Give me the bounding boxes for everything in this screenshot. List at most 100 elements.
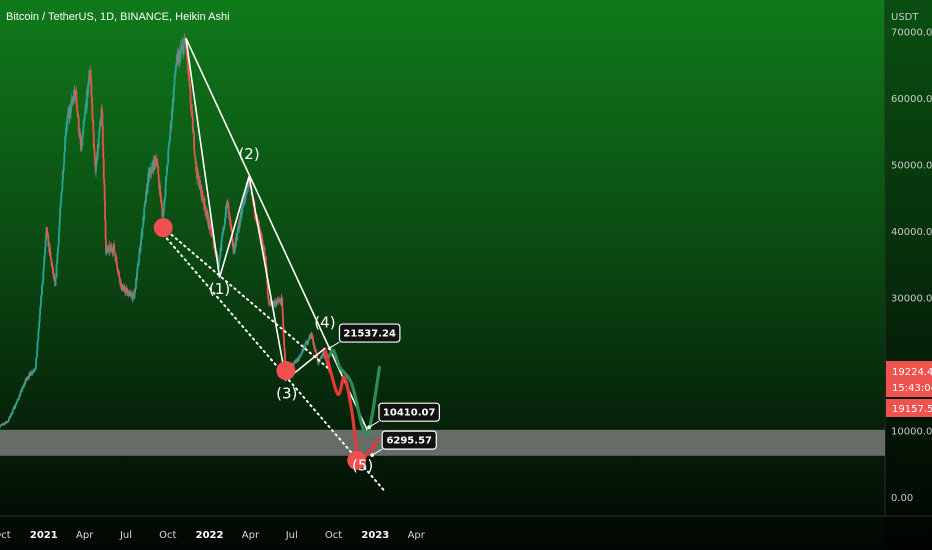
candle: [103, 178, 106, 185]
candle: [44, 247, 47, 255]
support-zone[interactable]: [0, 429, 885, 456]
last-price-tag[interactable]: [886, 361, 932, 397]
candle: [221, 233, 224, 235]
price-axis-panel: [885, 0, 932, 550]
wave-zigzag[interactable]: [185, 38, 326, 382]
candle: [282, 325, 285, 339]
candle: [34, 369, 37, 371]
pivot-5[interactable]: [347, 450, 367, 470]
candle: [23, 383, 26, 386]
candle: [21, 387, 24, 390]
candle: [15, 402, 18, 404]
candle: [104, 220, 107, 240]
candle: [91, 96, 93, 104]
candle: [188, 80, 191, 85]
callout-box[interactable]: [338, 323, 401, 343]
candle: [106, 247, 109, 250]
candle: [2, 424, 5, 425]
candle: [131, 293, 134, 300]
x-tick-label: Apr: [76, 530, 94, 541]
candle: [196, 169, 199, 176]
candle: [224, 217, 227, 219]
candle: [283, 346, 286, 352]
candle: [169, 133, 171, 141]
candle: [220, 237, 223, 241]
wave-label: (1): [209, 280, 230, 298]
candle: [124, 289, 127, 293]
last-price: 19224.41: [892, 367, 932, 378]
candle: [41, 284, 44, 287]
candle: [244, 189, 247, 200]
candle: [213, 246, 216, 248]
pivot-start[interactable]: [153, 218, 173, 238]
candle: [8, 416, 11, 419]
candle: [63, 150, 66, 153]
candle: [76, 111, 79, 113]
candle: [279, 300, 282, 303]
candle: [9, 415, 12, 417]
candle: [46, 227, 48, 235]
red-path[interactable]: [323, 349, 379, 460]
lower-dotted-channel[interactable]: [162, 233, 385, 492]
candle: [17, 399, 20, 401]
candle: [58, 218, 61, 227]
candle: [83, 115, 86, 120]
callout-box[interactable]: [378, 402, 440, 422]
callout-box[interactable]: [381, 430, 437, 450]
candle: [16, 399, 19, 402]
wave-label: (4): [314, 313, 335, 331]
y-tick-label: 10000.00: [891, 427, 932, 438]
candle: [118, 271, 121, 278]
candle: [172, 89, 175, 102]
candle: [43, 254, 46, 257]
candle: [94, 157, 97, 166]
candle: [306, 340, 309, 345]
candle: [33, 370, 36, 372]
candle: [48, 243, 51, 253]
candle: [106, 248, 108, 250]
candle: [219, 248, 222, 257]
candle: [187, 70, 190, 74]
candle: [129, 291, 132, 293]
low-price-tag[interactable]: [886, 399, 932, 417]
candle: [300, 352, 303, 354]
x-tick-label: 2023: [361, 530, 389, 541]
candle: [293, 363, 295, 365]
candle: [171, 98, 174, 113]
candle: [61, 180, 64, 190]
candle: [195, 162, 198, 173]
candle: [58, 226, 61, 234]
candle: [113, 243, 116, 252]
candle: [205, 213, 208, 216]
candle: [157, 174, 160, 181]
candle: [62, 163, 65, 172]
candle: [282, 316, 285, 326]
candle: [221, 234, 224, 238]
candle: [166, 165, 169, 167]
candle: [60, 192, 63, 197]
upper-dotted-channel[interactable]: [162, 226, 331, 371]
candle: [314, 348, 317, 352]
candle: [160, 198, 163, 203]
candle: [52, 273, 55, 279]
candle: [98, 128, 101, 131]
candle: [128, 293, 131, 296]
candle: [128, 292, 131, 294]
candle: [107, 246, 110, 251]
candle: [260, 233, 263, 238]
currency-label: USDT: [891, 12, 919, 23]
candle: [231, 242, 234, 246]
candle: [188, 73, 191, 81]
y-tick-label: 30000.00: [891, 294, 932, 305]
pivot-3[interactable]: [276, 361, 296, 381]
candle: [37, 331, 40, 340]
x-tick-label: 2022: [196, 530, 224, 541]
candle: [186, 55, 189, 57]
candle: [311, 336, 314, 338]
candle: [166, 162, 169, 166]
candle: [65, 125, 68, 128]
candle: [133, 292, 136, 298]
candle: [41, 286, 43, 295]
